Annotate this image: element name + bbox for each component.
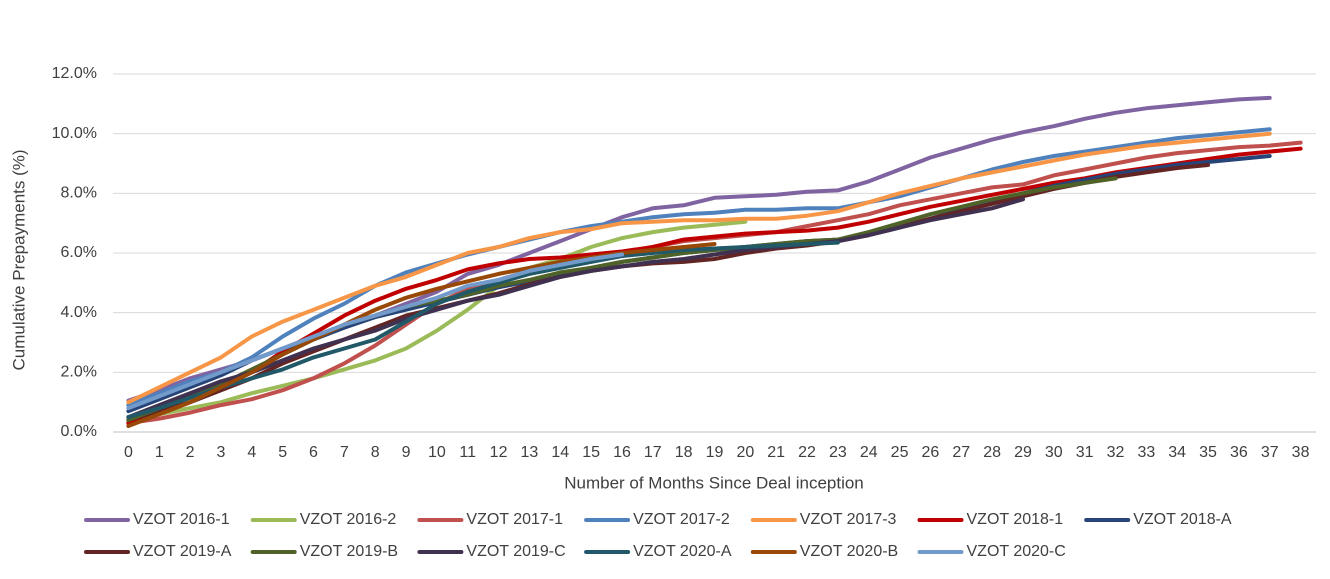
y-tick-label: 10.0% (52, 125, 97, 142)
x-tick-label: 35 (1199, 444, 1217, 461)
x-tick-label: 7 (340, 444, 349, 461)
x-tick-label: 18 (675, 444, 693, 461)
series-line (126, 219, 748, 426)
x-tick-label: 3 (217, 444, 226, 461)
y-tick-label: 6.0% (61, 244, 97, 261)
y-tick-label: 0.0% (61, 423, 97, 440)
legend-label: VZOT 2016-1 (133, 511, 230, 528)
x-tick-label: 24 (860, 444, 878, 461)
x-tick-label: 1 (155, 444, 164, 461)
legend-label: VZOT 2018-A (1133, 511, 1232, 528)
x-axis-title: Number of Months Since Deal inception (564, 473, 864, 492)
legend-label: VZOT 2019-C (466, 543, 565, 560)
legend-label: VZOT 2016-2 (300, 511, 397, 528)
x-tick-label: 22 (798, 444, 816, 461)
series-line (126, 197, 1025, 420)
x-tick-label: 34 (1168, 444, 1186, 461)
y-tick-label: 2.0% (61, 364, 97, 381)
x-tick-label: 15 (582, 444, 600, 461)
x-tick-label: 16 (613, 444, 631, 461)
x-tick-label: 13 (521, 444, 539, 461)
y-tick-label: 8.0% (61, 185, 97, 202)
x-tick-label: 25 (891, 444, 909, 461)
legend-label: VZOT 2019-A (133, 543, 232, 560)
x-tick-label: 2 (186, 444, 195, 461)
y-axis-title: Cumulative Prepayments (%) (9, 149, 28, 370)
legend-label: VZOT 2018-1 (967, 511, 1064, 528)
x-tick-label: 27 (952, 444, 970, 461)
legend-label: VZOT 2020-B (800, 543, 898, 560)
y-tick-label: 4.0% (61, 304, 97, 321)
x-tick-label: 20 (736, 444, 754, 461)
x-tick-label: 0 (124, 444, 133, 461)
x-tick-label: 28 (983, 444, 1001, 461)
x-tick-label: 31 (1076, 444, 1094, 461)
x-tick-label: 33 (1137, 444, 1155, 461)
series-line (126, 252, 624, 411)
series-line (126, 154, 1272, 414)
legend-label: VZOT 2020-C (967, 543, 1066, 560)
series-line (126, 131, 1272, 405)
x-tick-label: 36 (1230, 444, 1248, 461)
legend-label: VZOT 2019-B (300, 543, 398, 560)
x-tick-label: 6 (309, 444, 318, 461)
x-tick-label: 4 (247, 444, 256, 461)
series-line (126, 240, 840, 420)
legend-label: VZOT 2017-1 (466, 511, 563, 528)
legend-label: VZOT 2020-A (633, 543, 732, 560)
x-tick-label: 19 (706, 444, 724, 461)
x-tick-label: 17 (644, 444, 662, 461)
x-tick-label: 8 (371, 444, 380, 461)
series-line (126, 127, 1272, 408)
x-tick-label: 26 (922, 444, 940, 461)
x-tick-label: 11 (459, 444, 476, 461)
x-tick-label: 29 (1014, 444, 1032, 461)
y-tick-label: 12.0% (52, 65, 97, 82)
x-tick-label: 5 (278, 444, 287, 461)
x-tick-label: 12 (490, 444, 508, 461)
x-tick-label: 37 (1261, 444, 1279, 461)
legend-label: VZOT 2017-3 (800, 511, 897, 528)
legend-label: VZOT 2017-2 (633, 511, 730, 528)
x-tick-label: 23 (829, 444, 847, 461)
x-tick-label: 38 (1292, 444, 1310, 461)
x-tick-label: 9 (402, 444, 411, 461)
x-tick-label: 10 (428, 444, 446, 461)
x-tick-label: 32 (1107, 444, 1125, 461)
x-tick-label: 21 (767, 444, 785, 461)
x-tick-label: 14 (551, 444, 569, 461)
x-tick-label: 30 (1045, 444, 1063, 461)
series-line (126, 163, 1210, 423)
series-line (126, 140, 1303, 426)
